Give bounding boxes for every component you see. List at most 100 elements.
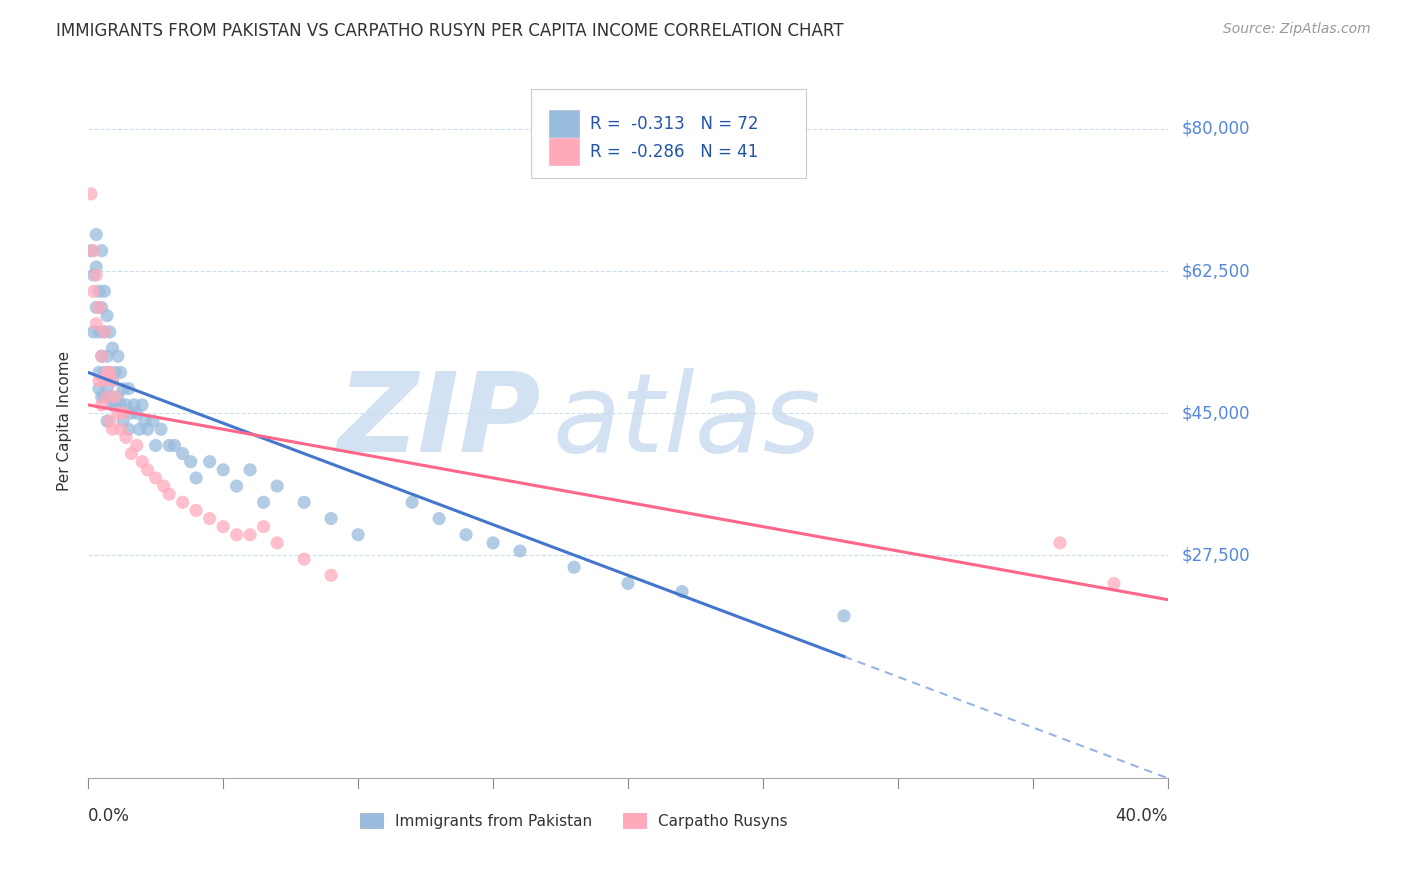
Point xyxy=(101,422,124,436)
Point xyxy=(184,503,207,517)
Point xyxy=(87,366,110,380)
Point xyxy=(107,406,129,420)
Point xyxy=(145,471,167,485)
Point xyxy=(104,398,127,412)
Point xyxy=(115,430,138,444)
Point xyxy=(1102,576,1125,591)
Point xyxy=(157,487,180,501)
Point xyxy=(212,463,235,477)
Point xyxy=(87,285,110,299)
Point xyxy=(136,463,159,477)
Point xyxy=(832,608,855,623)
Point xyxy=(252,495,274,509)
Point xyxy=(84,268,107,282)
Text: 40.0%: 40.0% xyxy=(1115,806,1168,825)
Point xyxy=(454,528,477,542)
Point xyxy=(93,390,115,404)
Point xyxy=(509,544,531,558)
Point xyxy=(98,390,121,404)
Text: R =  -0.313   N = 72: R = -0.313 N = 72 xyxy=(591,115,759,133)
Point xyxy=(80,244,103,258)
Point xyxy=(90,244,112,258)
Point xyxy=(93,374,115,388)
Point xyxy=(212,519,235,533)
Point xyxy=(87,374,110,388)
Point xyxy=(292,495,315,509)
Point xyxy=(83,244,105,258)
Point xyxy=(122,398,145,412)
Point xyxy=(93,285,115,299)
Point xyxy=(80,186,103,201)
Text: R =  -0.286   N = 41: R = -0.286 N = 41 xyxy=(591,143,758,161)
Point xyxy=(110,422,132,436)
Point xyxy=(84,227,107,242)
Point xyxy=(347,528,370,542)
Point xyxy=(101,374,124,388)
Y-axis label: Per Capita Income: Per Capita Income xyxy=(58,351,72,491)
Point xyxy=(319,511,342,525)
Point xyxy=(117,422,139,436)
Point xyxy=(98,414,121,428)
Point xyxy=(184,471,207,485)
Point xyxy=(96,349,118,363)
Point xyxy=(225,528,247,542)
Point xyxy=(125,438,148,452)
Text: 0.0%: 0.0% xyxy=(89,806,129,825)
Point xyxy=(87,301,110,315)
Point xyxy=(292,552,315,566)
Point xyxy=(84,301,107,315)
Point xyxy=(101,341,124,355)
Point xyxy=(110,366,132,380)
Text: $80,000: $80,000 xyxy=(1182,120,1250,138)
Text: $45,000: $45,000 xyxy=(1182,404,1250,422)
Point xyxy=(107,349,129,363)
Point xyxy=(101,374,124,388)
Point xyxy=(107,390,129,404)
Point xyxy=(104,366,127,380)
Point xyxy=(96,414,118,428)
Point xyxy=(90,390,112,404)
Point xyxy=(117,382,139,396)
Point xyxy=(83,285,105,299)
Point xyxy=(562,560,585,574)
Point xyxy=(136,422,159,436)
Point xyxy=(239,528,262,542)
Point xyxy=(87,325,110,339)
Point xyxy=(131,398,153,412)
Point xyxy=(83,268,105,282)
Point xyxy=(96,309,118,323)
Point xyxy=(128,422,150,436)
Point xyxy=(172,447,194,461)
Text: $62,500: $62,500 xyxy=(1182,262,1250,280)
Point xyxy=(142,414,165,428)
Point xyxy=(96,382,118,396)
Point xyxy=(163,438,186,452)
FancyBboxPatch shape xyxy=(531,89,806,178)
Point xyxy=(427,511,450,525)
Point xyxy=(1049,536,1071,550)
Point xyxy=(104,390,127,404)
Legend: Immigrants from Pakistan, Carpatho Rusyns: Immigrants from Pakistan, Carpatho Rusyn… xyxy=(354,806,794,835)
Point xyxy=(98,366,121,380)
Point xyxy=(84,260,107,274)
Text: $27,500: $27,500 xyxy=(1182,546,1250,564)
Point xyxy=(152,479,174,493)
Point xyxy=(112,382,135,396)
Point xyxy=(150,422,173,436)
Point xyxy=(90,301,112,315)
Point xyxy=(120,447,142,461)
Point xyxy=(225,479,247,493)
Point xyxy=(98,325,121,339)
Point xyxy=(125,406,148,420)
Point xyxy=(180,455,202,469)
Point xyxy=(84,317,107,331)
Point xyxy=(90,349,112,363)
Point xyxy=(87,382,110,396)
Point xyxy=(93,366,115,380)
Point xyxy=(319,568,342,582)
Point xyxy=(252,519,274,533)
Point xyxy=(198,455,221,469)
Point xyxy=(90,398,112,412)
Point xyxy=(134,414,156,428)
Point xyxy=(98,366,121,380)
